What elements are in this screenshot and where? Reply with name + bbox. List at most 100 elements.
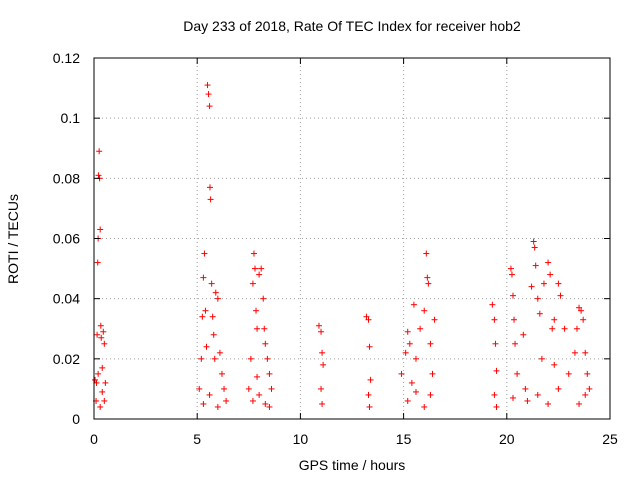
data-point <box>508 271 515 278</box>
data-point <box>92 376 99 383</box>
data-points <box>92 82 593 410</box>
data-point <box>586 385 593 392</box>
data-point <box>417 325 424 332</box>
data-point <box>412 355 419 362</box>
y-tick-label: 0.1 <box>61 110 81 126</box>
x-axis-label: GPS time / hours <box>299 457 406 473</box>
data-point <box>254 373 261 380</box>
data-point <box>253 307 260 314</box>
data-point <box>540 280 547 287</box>
data-point <box>266 403 273 410</box>
data-point <box>200 274 207 281</box>
data-point <box>410 301 417 308</box>
y-tick-label: 0.04 <box>53 291 80 307</box>
data-point <box>101 397 108 404</box>
data-point <box>520 331 527 338</box>
data-point <box>102 379 109 386</box>
data-point <box>214 403 221 410</box>
data-point <box>97 403 104 410</box>
data-point <box>100 328 107 335</box>
data-point <box>507 265 514 272</box>
data-point <box>268 385 275 392</box>
data-point <box>214 295 221 302</box>
data-point <box>524 397 531 404</box>
data-point <box>198 355 205 362</box>
data-point <box>207 196 214 203</box>
data-point <box>538 355 545 362</box>
data-point <box>424 274 431 281</box>
data-point <box>363 313 370 320</box>
data-point <box>208 280 215 287</box>
x-tick-label: 5 <box>193 431 201 447</box>
data-point <box>491 391 498 398</box>
data-point <box>200 400 207 407</box>
y-tick-label: 0.08 <box>53 170 80 186</box>
data-point <box>94 331 101 338</box>
data-point <box>528 283 535 290</box>
data-point <box>580 316 587 323</box>
data-point <box>531 244 538 251</box>
data-point <box>99 364 106 371</box>
data-point <box>534 391 541 398</box>
x-tick-label: 15 <box>396 431 412 447</box>
data-point <box>95 370 102 377</box>
data-point <box>97 226 104 233</box>
data-point <box>491 316 498 323</box>
data-point <box>216 349 223 356</box>
data-point <box>320 361 327 368</box>
data-point <box>545 400 552 407</box>
data-point <box>509 292 516 299</box>
y-tick-label: 0 <box>72 411 80 427</box>
data-point <box>319 400 326 407</box>
data-point <box>218 370 225 377</box>
data-point <box>582 349 589 356</box>
data-point <box>206 391 213 398</box>
data-point <box>256 391 263 398</box>
y-tick-label: 0.06 <box>53 231 80 247</box>
data-point <box>254 325 261 332</box>
x-tick-label: 20 <box>499 431 515 447</box>
data-point <box>199 313 206 320</box>
data-point <box>425 280 432 287</box>
data-point <box>258 265 265 272</box>
data-point <box>251 265 258 272</box>
data-point <box>249 397 256 404</box>
data-point <box>211 355 218 362</box>
data-point <box>94 259 101 266</box>
data-point <box>427 391 434 398</box>
data-point <box>221 385 228 392</box>
x-tick-label: 25 <box>602 431 618 447</box>
data-point <box>249 280 256 287</box>
data-point <box>318 328 325 335</box>
x-tick-label: 10 <box>293 431 309 447</box>
data-point <box>201 250 208 257</box>
data-point <box>206 184 213 191</box>
data-point <box>530 238 537 245</box>
data-point <box>319 349 326 356</box>
data-point <box>551 361 558 368</box>
data-point <box>365 391 372 398</box>
plot-frame <box>93 57 611 420</box>
data-point <box>536 310 543 317</box>
data-point <box>262 340 269 347</box>
data-point <box>212 289 219 296</box>
data-point <box>512 340 519 347</box>
data-point <box>423 250 430 257</box>
data-point <box>260 295 267 302</box>
data-point <box>95 172 102 179</box>
x-tick-label: 0 <box>90 431 98 447</box>
data-point <box>203 343 210 350</box>
data-point <box>493 367 500 374</box>
data-point <box>96 148 103 155</box>
data-point <box>555 385 562 392</box>
axis-ticks <box>93 57 611 420</box>
data-point <box>99 388 106 395</box>
data-point <box>549 325 556 332</box>
data-point <box>557 292 564 299</box>
data-point <box>576 400 583 407</box>
y-tick-label: 0.02 <box>53 351 80 367</box>
data-point <box>318 385 325 392</box>
data-point <box>429 370 436 377</box>
data-point <box>545 259 552 266</box>
